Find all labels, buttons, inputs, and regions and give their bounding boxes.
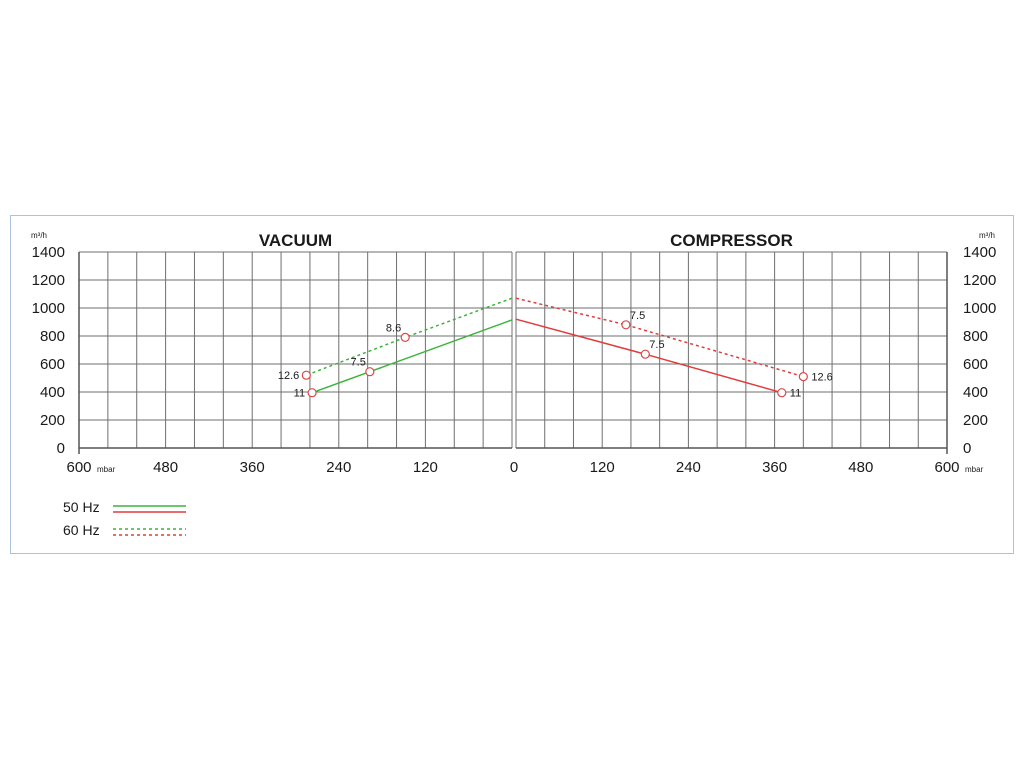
compressor-x-tick-label: 600: [934, 459, 959, 476]
vacuum-power-point: [307, 388, 317, 398]
vacuum-y-tick-label: 600: [40, 356, 65, 373]
vacuum-y-tick-label: 400: [40, 384, 65, 401]
vacuum-y-tick-label: 1200: [32, 272, 65, 289]
compressor-power-point: [777, 388, 787, 398]
vacuum-x-tick-label: 120: [413, 459, 438, 476]
vacuum-x-unit: mbar: [97, 465, 116, 474]
compressor-power-point: [798, 372, 808, 382]
legend-label-60hz: 60 Hz: [63, 522, 100, 538]
vacuum-series-60hz-line: [306, 297, 513, 376]
vacuum-y-tick-label: 1000: [32, 300, 65, 317]
compressor-x-tick-label: 120: [590, 459, 615, 476]
compressor-y-tick-label: 400: [963, 384, 988, 401]
legend-label-50hz: 50 Hz: [63, 499, 100, 515]
vacuum-y-tick-label: 0: [57, 440, 65, 457]
compressor-power-point: [621, 320, 631, 330]
compressor-title: COMPRESSOR: [670, 231, 793, 250]
compressor-x-tick-label: 360: [762, 459, 787, 476]
compressor-series-60hz-line: [515, 297, 804, 378]
compressor-y-tick-label: 0: [963, 440, 971, 457]
vacuum-power-point: [301, 370, 311, 380]
compressor-power-label: 12.6: [811, 372, 832, 384]
vacuum-power-label: 11: [294, 388, 305, 400]
vacuum-power-label: 7.5: [351, 357, 366, 369]
compressor-x-tick-label: 0: [510, 459, 518, 476]
compressor-y-tick-label: 1200: [963, 272, 996, 289]
compressor-y-unit: m³/h: [979, 231, 995, 240]
vacuum-y-unit: m³/h: [31, 231, 47, 240]
vacuum-x-tick-label: 480: [153, 459, 178, 476]
compressor-y-tick-label: 1400: [963, 244, 996, 261]
vacuum-x-tick-label: 600: [66, 459, 91, 476]
vacuum-x-tick-label: 360: [240, 459, 265, 476]
chart-frame: VACUUM 1400 1200 1000 800 600 400 200 0 m³/h 600 48…: [10, 215, 1014, 554]
compressor-y-tick-label: 800: [963, 328, 988, 345]
compressor-power-label: 7.5: [630, 310, 645, 322]
compressor-x-unit: mbar: [965, 465, 984, 474]
compressor-power-label: 11: [790, 388, 801, 400]
compressor-power-label: 7.5: [649, 339, 664, 351]
compressor-y-tick-label: 600: [963, 356, 988, 373]
vacuum-y-tick-label: 800: [40, 328, 65, 345]
vacuum-x-tick-label: 240: [326, 459, 351, 476]
vacuum-power-label: 8.6: [386, 322, 401, 334]
vacuum-series-50hz-line: [311, 319, 513, 394]
vacuum-power-point: [365, 367, 375, 377]
compressor-y-tick-label: 1000: [963, 300, 996, 317]
vacuum-y-tick-label: 200: [40, 412, 65, 429]
compressor-y-tick-label: 200: [963, 412, 988, 429]
vacuum-title: VACUUM: [259, 231, 332, 250]
compressor-x-tick-label: 240: [676, 459, 701, 476]
compressor-power-point: [640, 349, 650, 359]
compressor-x-tick-label: 480: [848, 459, 873, 476]
vacuum-power-label: 12.6: [278, 370, 299, 382]
vacuum-power-point: [400, 332, 410, 343]
vacuum-y-tick-label: 1400: [32, 244, 65, 261]
